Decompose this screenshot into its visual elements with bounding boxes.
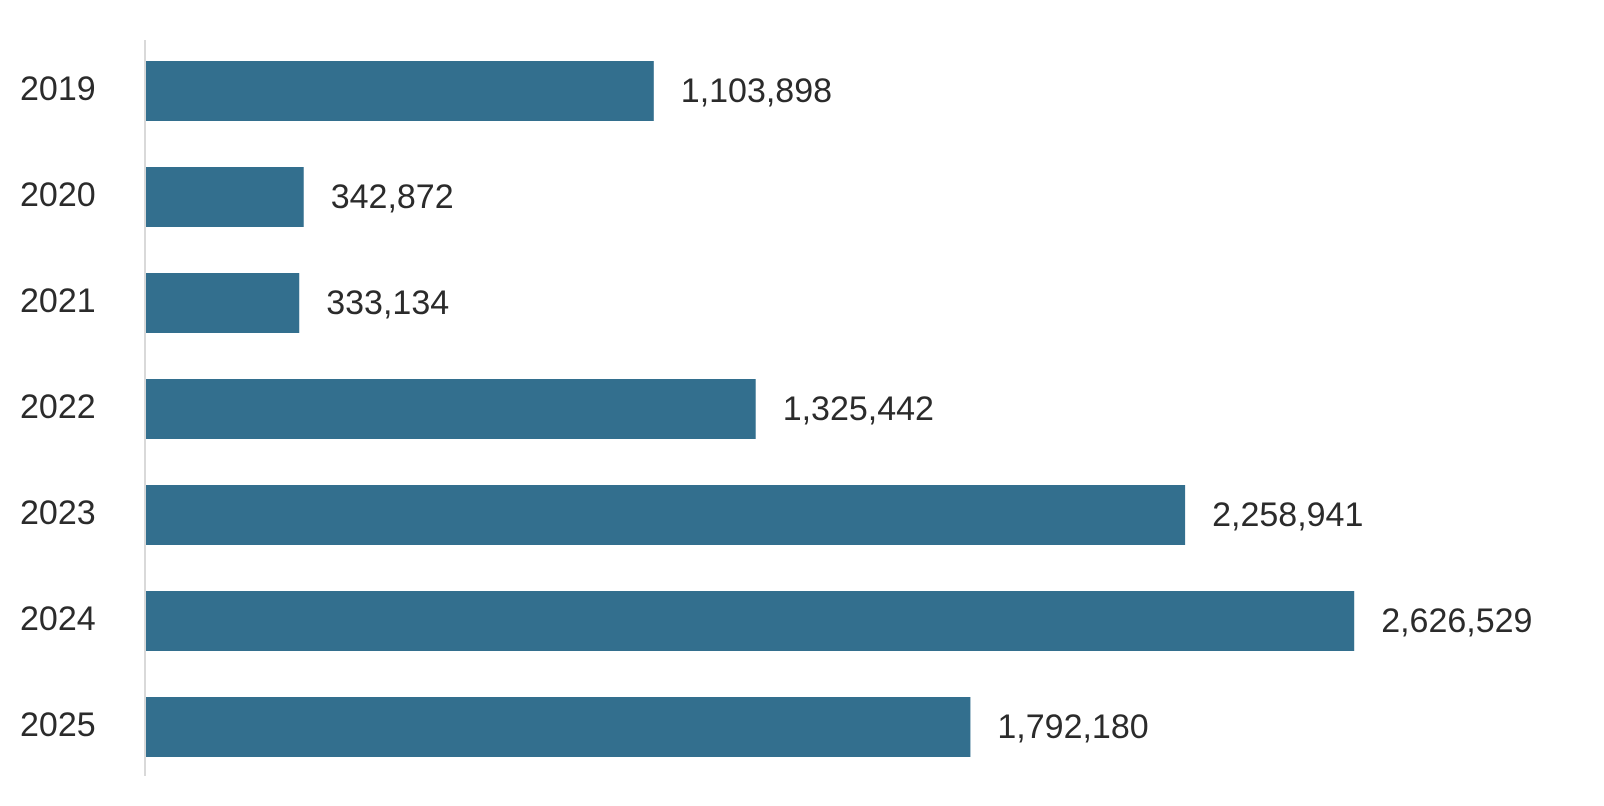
y-tick-label: 2025: [20, 706, 96, 744]
data-label: 1,325,442: [783, 390, 934, 428]
bar: [146, 379, 756, 439]
data-label: 342,872: [331, 178, 454, 216]
data-label: 2,258,941: [1212, 496, 1363, 534]
y-tick-label: 2020: [20, 176, 96, 214]
bar: [146, 167, 304, 227]
y-tick-label: 2023: [20, 494, 96, 532]
y-tick-label: 2022: [20, 388, 96, 426]
data-label: 1,792,180: [997, 708, 1148, 746]
y-tick-label: 2019: [20, 70, 96, 108]
bar: [146, 61, 654, 121]
bar: [146, 591, 1355, 651]
bar: [146, 485, 1186, 545]
y-tick-label: 2021: [20, 282, 96, 320]
y-tick-label: 2024: [20, 600, 96, 638]
data-label: 1,103,898: [681, 72, 832, 110]
data-label: 2,626,529: [1381, 602, 1532, 640]
bar: [146, 697, 971, 757]
bar: [146, 273, 300, 333]
data-label: 333,134: [326, 284, 449, 322]
